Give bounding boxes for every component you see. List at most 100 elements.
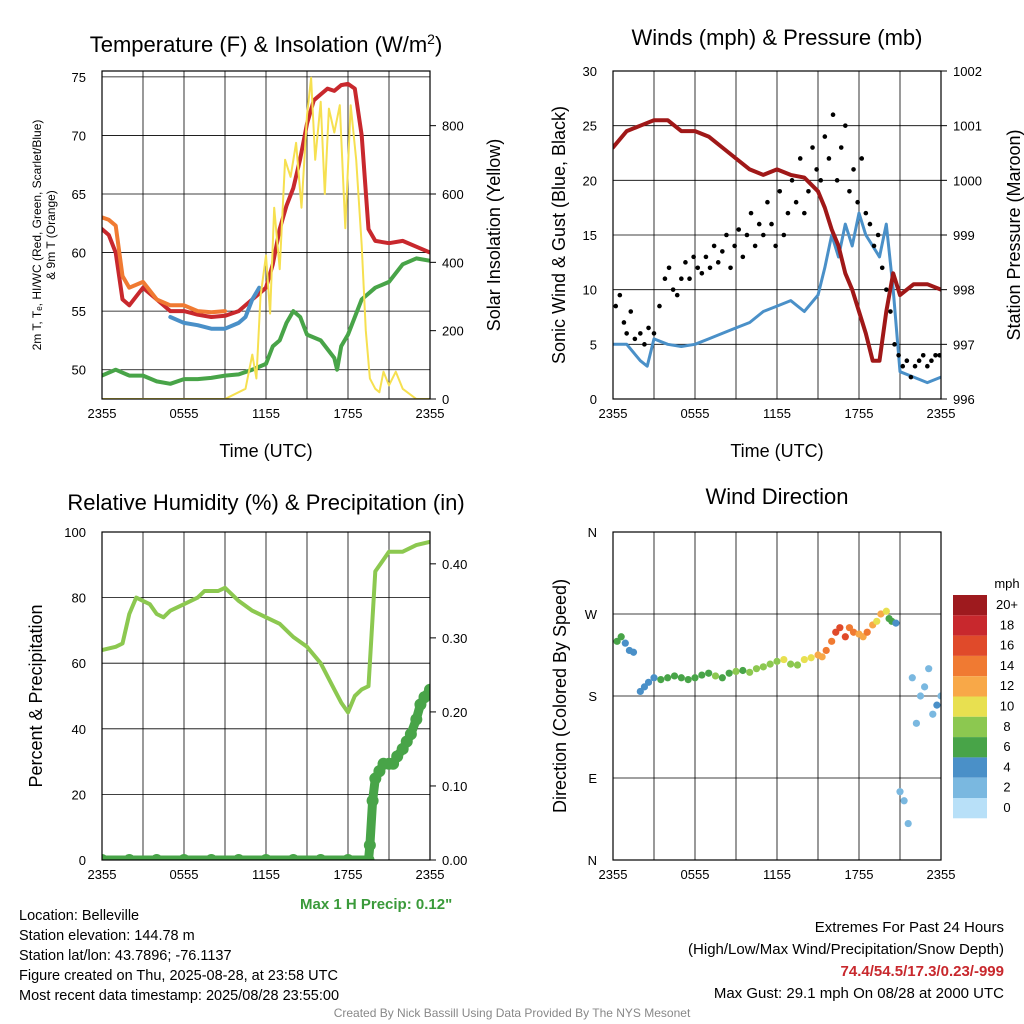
y2-tick-label: 0 [442, 392, 449, 407]
direction-point [691, 674, 699, 682]
gust-point [703, 254, 709, 260]
y2-tick-label: 200 [442, 324, 464, 339]
direction-point [828, 637, 836, 645]
panel-b-ticks: 2355 0555 1155 1755 235505101520253099699799… [583, 64, 982, 421]
direction-point [664, 674, 672, 682]
gust-point [871, 243, 877, 249]
direction-point [841, 633, 849, 641]
panel-c-ticks: 2355 0555 1155 1755 23550204060801000.000.10… [64, 525, 467, 882]
legend-label: 10 [1000, 699, 1014, 714]
y-tick-label: N [588, 853, 597, 868]
y-tick-label: W [585, 607, 598, 622]
direction-point [780, 655, 788, 664]
direction-point [657, 676, 665, 684]
y-tick-label: 60 [72, 246, 86, 261]
gust-point [632, 336, 638, 342]
y-tick-label: 0 [590, 392, 597, 407]
y-tick-label: S [588, 689, 597, 704]
gust-point [736, 227, 742, 232]
panel-b-series [613, 112, 941, 385]
gust-point [724, 232, 729, 238]
x-tick-label: 1155 [763, 867, 791, 882]
panel-c-ylabel: Percent & Precipitation [26, 604, 46, 787]
direction-point [904, 819, 912, 828]
direction-point [787, 660, 795, 668]
panel-d-points [613, 607, 941, 828]
direction-point [644, 678, 653, 686]
gust-point [777, 188, 783, 194]
legend-swatch [953, 676, 987, 697]
info-location: Location: Belleville [19, 908, 140, 924]
gust-point [728, 265, 733, 271]
legend-unit: mph [994, 576, 1019, 591]
x-tick-label: 0555 [681, 406, 710, 421]
direction-point [773, 657, 781, 665]
gust-point [834, 178, 840, 183]
legend-label: 14 [1000, 658, 1014, 673]
direction-point [617, 633, 625, 641]
gust-point [912, 363, 918, 369]
gust-point [900, 363, 906, 369]
direction-point [863, 628, 871, 636]
gust-point [699, 270, 705, 276]
precip-line [102, 685, 430, 860]
legend-label: 6 [1003, 739, 1010, 754]
direction-point [725, 669, 733, 677]
y2-tick-label: 999 [953, 228, 975, 243]
y2-tick-label: 996 [953, 392, 975, 407]
gust-point [847, 188, 852, 194]
panel-b-title: Winds (mph) & Pressure (mb) [632, 25, 923, 50]
gust-point [732, 243, 737, 249]
gust-point [666, 265, 672, 271]
gust-point [863, 210, 869, 216]
gust-point [765, 199, 770, 205]
gust-point [781, 232, 787, 238]
series-line-hi-wc [168, 285, 262, 331]
gust-point [814, 167, 819, 172]
gust-point [879, 265, 885, 271]
direction-point [746, 668, 754, 676]
extremes-box: Extremes For Past 24 Hours (High/Low/Max… [688, 917, 1004, 1005]
direction-point [793, 661, 802, 669]
legend-swatch [953, 737, 987, 758]
x-tick-label: 1155 [252, 406, 280, 421]
gust-point [826, 156, 832, 161]
gust-point [679, 276, 684, 282]
x-tick-label: 2355 [927, 867, 956, 882]
info-created: Figure created on Thu, 2025-08-28, at 23… [19, 968, 338, 984]
gust-point [785, 210, 791, 216]
direction-point [684, 676, 692, 684]
y2-tick-label: 998 [953, 283, 975, 298]
x-tick-label: 1755 [334, 867, 363, 882]
panel-a-ylabel-line1: 2m T, Tₑ, HI/WC (Red, Green, Scarlet/Blu… [30, 120, 44, 351]
direction-point [766, 660, 774, 668]
y-tick-label: 30 [583, 64, 597, 79]
y-tick-label: 25 [583, 119, 597, 134]
y-tick-label: 65 [72, 187, 86, 202]
gust-point [752, 243, 758, 249]
gust-point [740, 254, 746, 260]
legend-swatch [953, 655, 987, 677]
legend-swatch [953, 696, 987, 717]
direction-point [698, 671, 706, 679]
gust-point [646, 325, 651, 331]
legend-swatch [953, 635, 987, 656]
gust-point [896, 352, 901, 358]
direction-point [882, 607, 890, 615]
gust-point [657, 303, 662, 309]
info-recent: Most recent data timestamp: 2025/08/28 2… [19, 988, 340, 1004]
gust-point [761, 232, 766, 238]
gust-point [748, 210, 754, 216]
direction-point [677, 674, 685, 682]
x-tick-label: 0555 [170, 867, 199, 882]
gust-point [925, 363, 930, 369]
gust-point [642, 342, 647, 347]
panel-d-title: Wind Direction [705, 484, 848, 509]
y-tick-label: 0 [79, 853, 86, 868]
panel-b-xlabel: Time (UTC) [730, 441, 823, 461]
direction-point [836, 624, 844, 632]
max-precip-label: Max 1 H Precip: 0.12" [300, 896, 453, 913]
panel-a-ticks: 2355 0555 1155 1755 2355 50 55 60 65 70 75 0 200 400 6… [72, 70, 464, 421]
panel-a-title: Temperature (F) & Insolation (W/m2) [90, 31, 443, 57]
